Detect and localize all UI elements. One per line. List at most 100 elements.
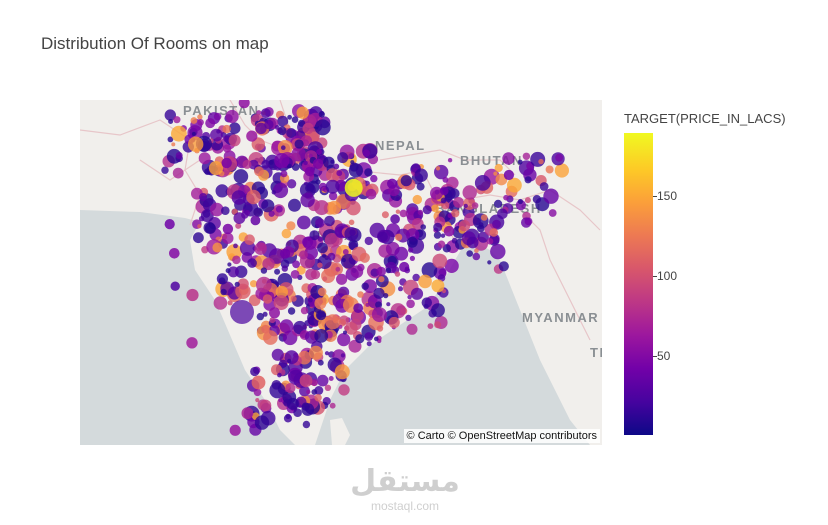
map-point [449, 188, 460, 199]
map-point [208, 161, 224, 176]
label-myanmar: MYANMAR [522, 310, 599, 325]
map-point [274, 153, 290, 169]
map-point [237, 278, 249, 290]
map-point [287, 114, 292, 120]
map-point [532, 195, 542, 204]
map-point [260, 267, 268, 274]
data-point[interactable] [164, 219, 175, 230]
map-point [524, 217, 533, 226]
map-point [406, 323, 418, 335]
map-point [340, 353, 345, 358]
data-point[interactable] [503, 169, 514, 181]
map-point [343, 330, 347, 335]
map-point [477, 224, 485, 233]
data-point[interactable] [312, 158, 324, 169]
map-point [213, 296, 228, 310]
map-point [213, 112, 222, 121]
map-point [539, 182, 549, 191]
map-point [274, 125, 280, 130]
map-point [227, 262, 232, 267]
map-svg[interactable]: PAKISTAN NEPAL BHUTAN BANGLADESH INDIA M… [80, 100, 602, 445]
map-point [253, 388, 262, 397]
data-point[interactable] [399, 261, 410, 273]
map-point [221, 232, 234, 244]
map-point [362, 149, 370, 157]
data-point[interactable] [250, 215, 261, 226]
map-point [290, 295, 297, 302]
map-point [394, 271, 401, 277]
map-point [427, 323, 434, 329]
map-panel[interactable]: PAKISTAN NEPAL BHUTAN BANGLADESH INDIA M… [80, 100, 602, 445]
map-point [271, 348, 284, 361]
data-point[interactable] [169, 248, 180, 259]
map-point [216, 273, 228, 285]
data-point[interactable] [221, 157, 232, 169]
map-point [250, 366, 260, 377]
data-point[interactable] [222, 223, 234, 235]
map-point [489, 228, 499, 237]
map-point [251, 137, 265, 151]
map-point [471, 202, 479, 209]
map-point [431, 279, 445, 293]
data-point[interactable] [246, 130, 258, 142]
map-point [250, 280, 258, 288]
map-point [314, 297, 327, 310]
data-point[interactable] [241, 407, 254, 420]
map-point [365, 188, 377, 200]
colorbar-tick-mark [653, 356, 657, 357]
data-point[interactable] [251, 375, 266, 390]
map-point [171, 125, 187, 142]
map-point [342, 249, 349, 255]
data-point[interactable] [353, 303, 364, 313]
data-point[interactable] [238, 100, 250, 109]
map-point [327, 200, 342, 215]
data-markers[interactable] [164, 100, 514, 436]
map-point [440, 186, 449, 196]
map-point [487, 260, 492, 265]
map-point [493, 171, 498, 176]
map-point [406, 236, 418, 248]
map-point [291, 163, 300, 171]
map-point [292, 260, 300, 269]
colorbar-tick-100: 100 [657, 269, 678, 283]
map-point [212, 242, 223, 253]
data-point[interactable] [170, 281, 180, 291]
scatter-points [161, 104, 569, 436]
map-point [200, 209, 214, 223]
map-point [420, 224, 427, 230]
data-point[interactable] [186, 288, 199, 302]
map-point [538, 158, 544, 165]
data-point[interactable] [443, 225, 455, 237]
map-point [278, 359, 288, 368]
data-point[interactable] [280, 248, 291, 259]
map-point [441, 201, 450, 210]
data-point[interactable] [229, 424, 241, 436]
map-point [433, 231, 442, 239]
map-point [306, 389, 311, 395]
map-point [406, 299, 415, 309]
map-point [227, 266, 239, 278]
map-point [315, 179, 321, 185]
map-point [215, 184, 229, 198]
data-point[interactable] [387, 178, 398, 189]
map-point [304, 166, 315, 177]
data-point[interactable] [344, 178, 363, 197]
map-point [316, 374, 329, 387]
map-point [433, 222, 443, 232]
map-point [338, 324, 343, 329]
map-point [417, 209, 424, 216]
map-point [503, 194, 509, 201]
map-point [261, 199, 275, 213]
data-point[interactable] [299, 374, 313, 388]
map-attribution[interactable]: © Carto © OpenStreetMap contributors [403, 429, 600, 443]
map-point [286, 221, 296, 231]
map-point [227, 300, 233, 306]
data-point-large[interactable] [230, 300, 254, 324]
data-point[interactable] [390, 214, 400, 224]
map-point [405, 314, 412, 321]
map-point [272, 182, 289, 199]
data-point[interactable] [269, 307, 280, 319]
map-point [317, 242, 328, 254]
data-point[interactable] [186, 337, 198, 349]
map-point [300, 192, 315, 208]
